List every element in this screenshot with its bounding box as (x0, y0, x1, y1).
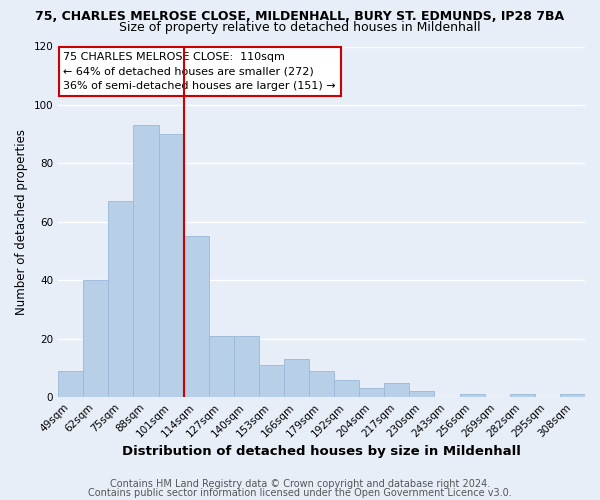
Text: Size of property relative to detached houses in Mildenhall: Size of property relative to detached ho… (119, 21, 481, 34)
Bar (334, 380, 359, 397)
Bar (234, 336, 259, 397)
Bar (284, 359, 309, 397)
Text: Contains public sector information licensed under the Open Government Licence v3: Contains public sector information licen… (88, 488, 512, 498)
Bar (158, 134, 184, 397)
Bar (510, 394, 535, 397)
Bar (209, 336, 234, 397)
Bar (309, 371, 334, 397)
Bar (184, 236, 209, 397)
Bar (385, 382, 409, 397)
Text: Contains HM Land Registry data © Crown copyright and database right 2024.: Contains HM Land Registry data © Crown c… (110, 479, 490, 489)
Y-axis label: Number of detached properties: Number of detached properties (15, 129, 28, 315)
Bar (409, 392, 434, 397)
X-axis label: Distribution of detached houses by size in Mildenhall: Distribution of detached houses by size … (122, 444, 521, 458)
Bar (133, 126, 158, 397)
Text: 75 CHARLES MELROSE CLOSE:  110sqm
← 64% of detached houses are smaller (272)
36%: 75 CHARLES MELROSE CLOSE: 110sqm ← 64% o… (64, 52, 336, 92)
Bar (359, 388, 385, 397)
Bar (259, 365, 284, 397)
Text: 75, CHARLES MELROSE CLOSE, MILDENHALL, BURY ST. EDMUNDS, IP28 7BA: 75, CHARLES MELROSE CLOSE, MILDENHALL, B… (35, 10, 565, 23)
Bar (109, 202, 133, 397)
Bar (58, 371, 83, 397)
Bar (460, 394, 485, 397)
Bar (83, 280, 109, 397)
Bar (560, 394, 585, 397)
